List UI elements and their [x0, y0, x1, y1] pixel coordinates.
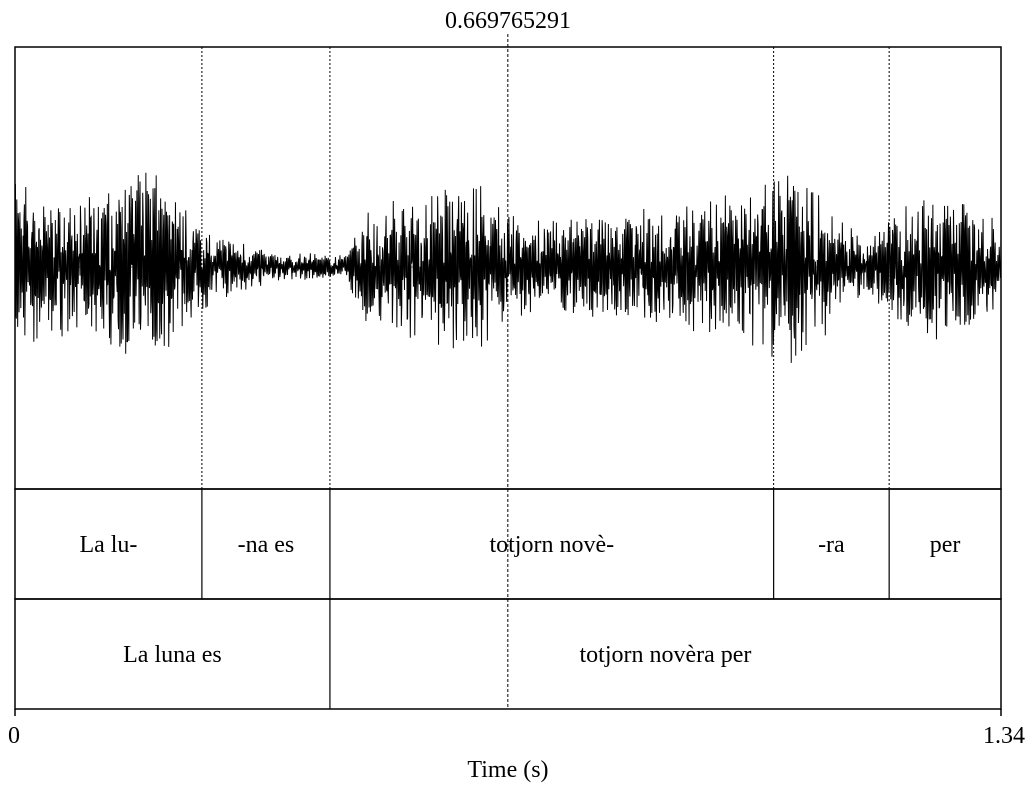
cursor-time-label: 0.669765291: [445, 8, 571, 34]
tier-1-interval-label[interactable]: La lu-: [79, 532, 137, 558]
tier-1-interval-label[interactable]: per: [930, 532, 961, 558]
tier-1-interval-label[interactable]: -na es: [238, 532, 295, 558]
tier-2-interval-label[interactable]: La luna es: [123, 642, 222, 668]
x-axis-label: Time (s): [467, 757, 548, 783]
tier-1-interval-label[interactable]: totjorn novè-: [489, 532, 614, 558]
x-tick-label-end: 1.34: [983, 723, 1025, 749]
tier-2-interval-label[interactable]: totjorn novèra per: [579, 642, 751, 668]
x-tick-label-start: 0: [8, 723, 20, 749]
waveform-panel[interactable]: [14, 46, 1002, 490]
tier-1-interval-label[interactable]: -ra: [818, 532, 845, 558]
x-axis: 0 1.34 Time (s): [8, 709, 1025, 783]
boundary-lines: [201, 47, 890, 489]
waveform-signal: [14, 172, 1002, 363]
